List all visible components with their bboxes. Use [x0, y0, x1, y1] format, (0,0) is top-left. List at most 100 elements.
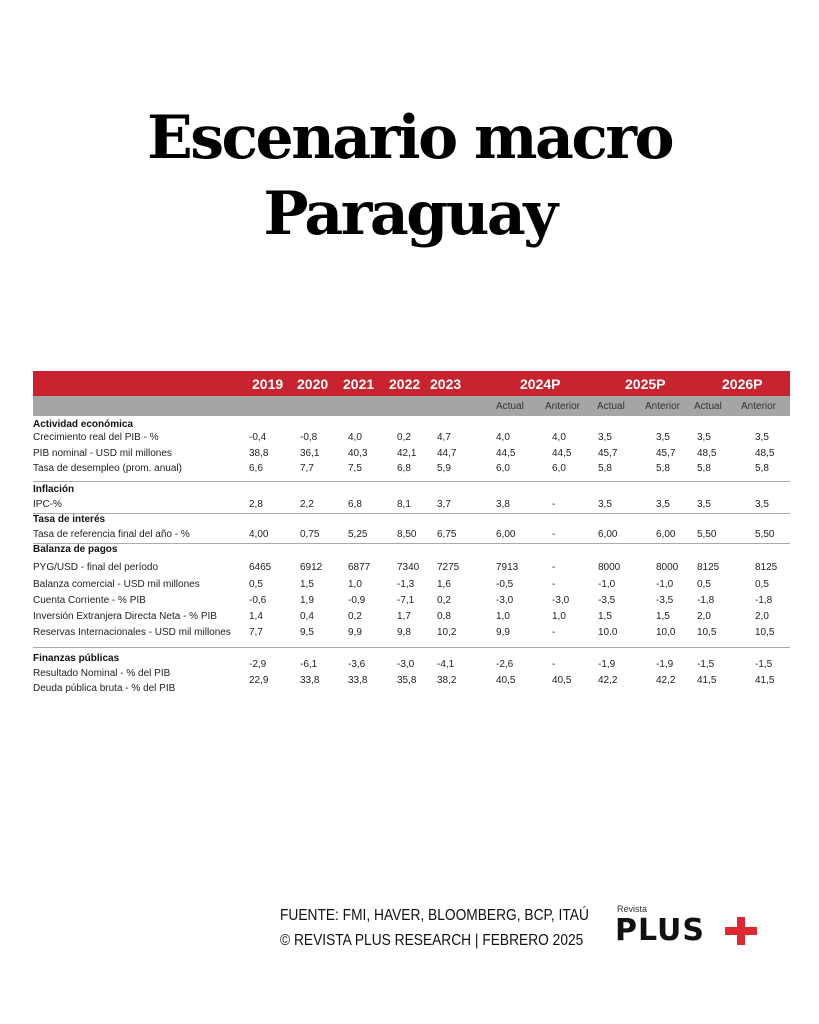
section-divider	[33, 543, 790, 544]
table-cell: 22,9	[249, 675, 269, 686]
table-cell: 9,9	[496, 627, 510, 638]
table-cell: 1,4	[249, 611, 263, 622]
table-cell: 38,2	[437, 675, 457, 686]
table-cell: 2,8	[249, 499, 263, 510]
table-cell: 10,5	[755, 627, 775, 638]
table-cell: -1,0	[656, 579, 674, 590]
row-label: Deuda pública bruta - % del PIB	[33, 683, 176, 694]
year-header: 2020	[297, 376, 329, 392]
table-cell: 2,0	[697, 611, 711, 622]
row-label: PYG/USD - final del período	[33, 562, 159, 573]
table-cell: -0,8	[300, 432, 318, 443]
table-cell: 7913	[496, 562, 519, 573]
table-cell: 9,9	[348, 627, 362, 638]
table-cell: 5,8	[598, 463, 612, 474]
table-cell: 44,5	[496, 448, 516, 459]
table-cell: 3,5	[697, 432, 711, 443]
year-header: 2026P	[722, 376, 763, 392]
table-cell: 1,9	[300, 595, 314, 606]
credit-text: © REVISTA PLUS RESEARCH | FEBRERO 2025	[280, 932, 584, 949]
section-heading: Actividad económica	[33, 419, 134, 430]
table-cell: -0,5	[496, 579, 514, 590]
table-cell: -6,1	[300, 659, 318, 670]
table-cell: 3,5	[656, 499, 670, 510]
table-subheader-bar	[33, 396, 790, 416]
table-cell: 0,2	[348, 611, 362, 622]
year-header: 2019	[252, 376, 284, 392]
table-cell: -0,4	[249, 432, 267, 443]
table-cell: 6,0	[552, 463, 566, 474]
title-line-2: Paraguay	[263, 179, 558, 249]
table-cell: 10.0	[598, 627, 618, 638]
table-cell: 3,5	[598, 432, 612, 443]
table-cell: 7340	[397, 562, 420, 573]
section-heading: Balanza de pagos	[33, 544, 118, 555]
table-cell: -	[552, 627, 556, 638]
table-cell: 6,00	[656, 529, 676, 540]
row-label: Tasa de desempleo (prom. anual)	[33, 463, 182, 474]
table-cell: 41,5	[697, 675, 717, 686]
table-cell: -0,6	[249, 595, 267, 606]
table-cell: 38,8	[249, 448, 269, 459]
table-cell: 40,5	[496, 675, 516, 686]
table-cell: 6877	[348, 562, 371, 573]
table-cell: 5,8	[755, 463, 769, 474]
table-cell: 1,0	[552, 611, 566, 622]
table-cell: 6912	[300, 562, 323, 573]
table-cell: -3,5	[598, 595, 616, 606]
table-cell: 8,1	[397, 499, 411, 510]
table-cell: -1,5	[755, 659, 773, 670]
table-cell: 4,7	[437, 432, 451, 443]
table-cell: 4,0	[552, 432, 566, 443]
table-cell: 6465	[249, 562, 272, 573]
table-cell: 3,5	[755, 499, 769, 510]
table-cell: -	[552, 499, 556, 510]
table-cell: 45,7	[598, 448, 618, 459]
row-label: IPC-%	[33, 499, 62, 510]
table-cell: -3,0	[496, 595, 514, 606]
table-cell: 6,6	[249, 463, 263, 474]
table-cell: 1,0	[348, 579, 362, 590]
table-cell: -1,8	[755, 595, 773, 606]
table-cell: 7,7	[249, 627, 263, 638]
row-label: Balanza comercial - USD mil millones	[33, 579, 200, 590]
table-cell: 42,2	[598, 675, 618, 686]
table-cell: 42,2	[656, 675, 676, 686]
table-cell: 0,5	[249, 579, 263, 590]
table-cell: 4,00	[249, 529, 269, 540]
table-cell: 0,8	[437, 611, 451, 622]
table-cell: -4,1	[437, 659, 455, 670]
table-cell: -	[552, 562, 556, 573]
row-label: Inversión Extranjera Directa Neta - % PI…	[33, 611, 217, 622]
subheader: Anterior	[741, 401, 777, 412]
source-text: FUENTE: FMI, HAVER, BLOOMBERG, BCP, ITAÚ	[280, 907, 589, 924]
table-cell: 41,5	[755, 675, 775, 686]
title-line-1: Escenario macro	[146, 103, 675, 173]
table-cell: -1,8	[697, 595, 715, 606]
row-label: Crecimiento real del PIB - %	[33, 432, 159, 443]
table-cell: 48,5	[755, 448, 775, 459]
table-cell: -3,5	[656, 595, 674, 606]
table-cell: -2,6	[496, 659, 514, 670]
table-cell: -1,0	[598, 579, 616, 590]
table-cell: 7275	[437, 562, 460, 573]
table-cell: -1,3	[397, 579, 415, 590]
table-cell: -3,6	[348, 659, 366, 670]
table-cell: 5,50	[755, 529, 775, 540]
table-cell: 0,2	[437, 595, 451, 606]
table-cell: 40,3	[348, 448, 368, 459]
table-cell: 8,50	[397, 529, 417, 540]
table-cell: 1,5	[598, 611, 612, 622]
row-label: Reservas Internacionales - USD mil millo…	[33, 627, 231, 638]
table-cell: 9,8	[397, 627, 411, 638]
table-cell: 0,4	[300, 611, 314, 622]
table-cell: 3,8	[496, 499, 510, 510]
table-cell: -1,5	[697, 659, 715, 670]
table-cell: 0,75	[300, 529, 320, 540]
table-cell: 1,6	[437, 579, 451, 590]
table-cell: 36,1	[300, 448, 320, 459]
row-label: Resultado Nominal - % del PIB	[33, 668, 171, 679]
table-cell: 5,9	[437, 463, 451, 474]
table-cell: 7,5	[348, 463, 362, 474]
table-cell: 6,8	[397, 463, 411, 474]
